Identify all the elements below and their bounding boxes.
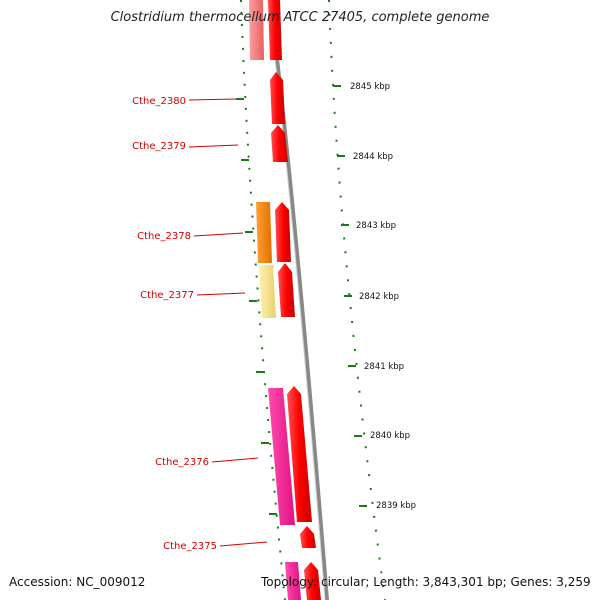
kbp-label-2842: 2842 kbp: [359, 292, 399, 302]
gene-cthe-2379: [271, 125, 288, 162]
gene-label-cthe-2379: Cthe_2379: [132, 141, 186, 152]
gene-red-bottom: [304, 562, 321, 600]
gene-cthe-2377-yellow: [259, 265, 276, 318]
kbp-label-2844: 2844 kbp: [353, 152, 393, 162]
kbp-label-2845: 2845 kbp: [350, 82, 390, 92]
gene-cthe-2380: [270, 72, 285, 124]
gene-cthe-2376-magenta: [268, 388, 295, 525]
gene-cthe-2375: [300, 526, 316, 548]
kbp-label-2840: 2840 kbp: [370, 431, 410, 441]
gene-label-cthe-2378: Cthe_2378: [137, 231, 191, 242]
gene-label-cthe-2377: Cthe_2377: [140, 290, 194, 301]
leader-line-cthe-2377: [196, 292, 246, 296]
gene-cthe-2378-orange: [256, 202, 272, 263]
gene-magenta-bottom: [285, 562, 301, 600]
inner-tick-ring: [240, 0, 286, 600]
gene-label-cthe-2380: Cthe_2380: [132, 96, 186, 107]
leader-line-cthe-2378: [193, 232, 244, 237]
kbp-label-2843: 2843 kbp: [356, 221, 396, 231]
gene-pink-top: [249, 0, 264, 60]
gene-cthe-2377-red: [278, 263, 295, 317]
leader-line-cthe-2375: [219, 541, 268, 547]
leader-line-cthe-2379: [188, 144, 239, 148]
gene-cthe-2378-red: [275, 202, 291, 262]
kbp-label-2841: 2841 kbp: [364, 362, 404, 372]
leader-line-cthe-2380: [188, 98, 237, 101]
genome-stats-text: Topology: circular; Length: 3,843,301 bp…: [261, 575, 591, 589]
kbp-label-2839: 2839 kbp: [376, 501, 416, 511]
gene-red-top: [268, 0, 282, 60]
gene-cthe-2376-red: [287, 386, 312, 522]
map-title: Clostridium thermocellum ATCC 27405, com…: [110, 10, 490, 25]
gene-label-cthe-2375: Cthe_2375: [163, 541, 217, 552]
gene-label-cthe-2376: Cthe_2376: [155, 457, 209, 468]
accession-text: Accession: NC_009012: [9, 575, 146, 589]
leader-line-cthe-2376: [211, 457, 259, 463]
